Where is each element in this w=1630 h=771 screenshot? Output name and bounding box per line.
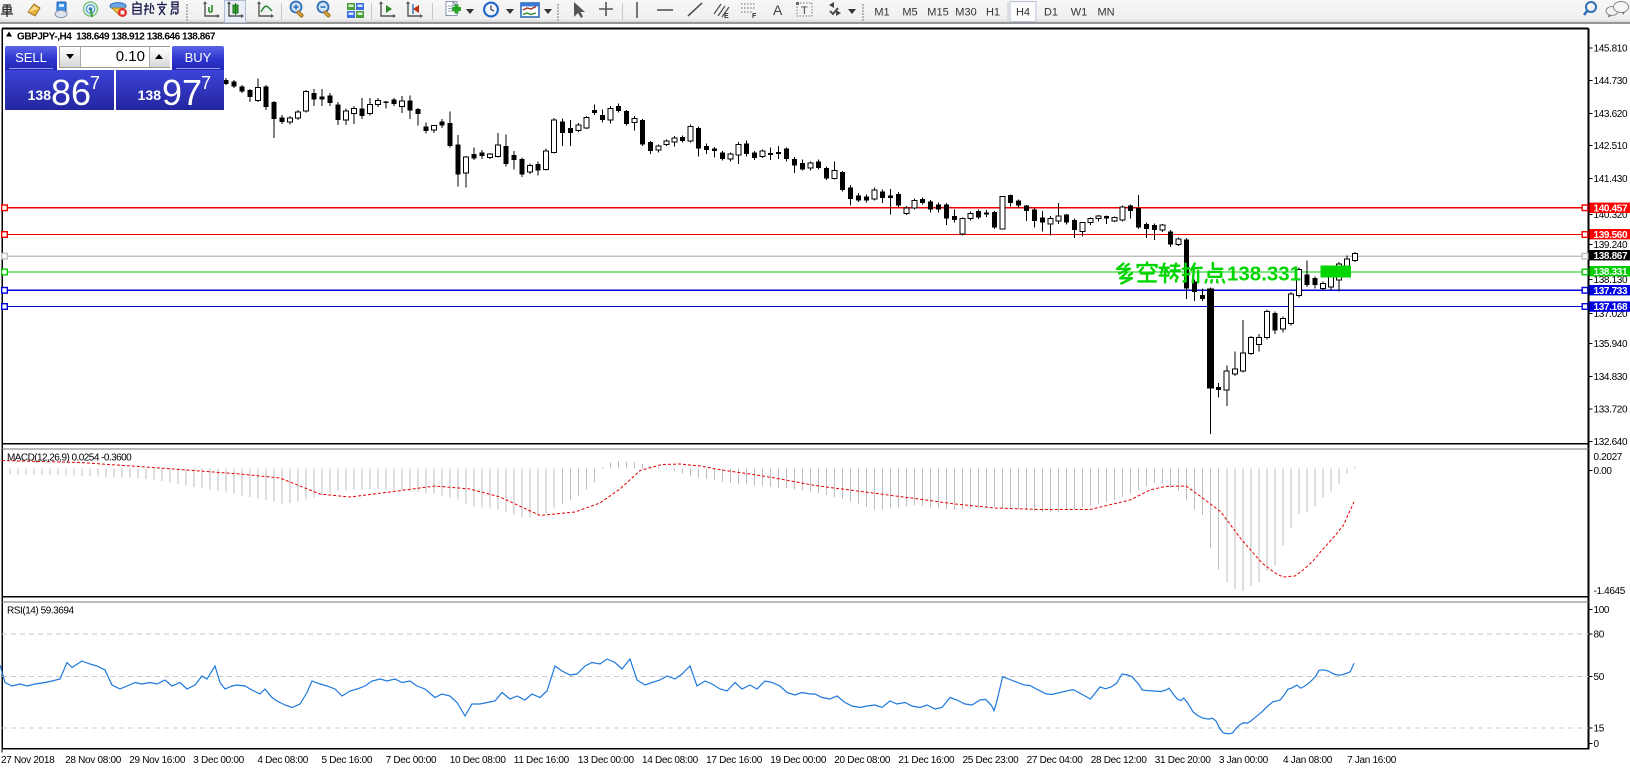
svg-text:M15: M15 <box>927 7 948 19</box>
svg-text:19 Dec 00:00: 19 Dec 00:00 <box>770 755 827 766</box>
svg-text:137.733: 137.733 <box>1594 286 1628 297</box>
svg-text:28 Nov 08:00: 28 Nov 08:00 <box>65 755 122 766</box>
svg-text:M1: M1 <box>874 7 889 19</box>
svg-text:15: 15 <box>1594 724 1605 735</box>
svg-text:H4: H4 <box>1016 7 1030 19</box>
svg-text:D1: D1 <box>1044 7 1058 19</box>
svg-text:21 Dec 16:00: 21 Dec 16:00 <box>898 755 955 766</box>
svg-text:10 Dec 08:00: 10 Dec 08:00 <box>450 755 507 766</box>
svg-text:138.130: 138.130 <box>1594 275 1628 286</box>
svg-text:27 Dec 04:00: 27 Dec 04:00 <box>1027 755 1084 766</box>
svg-text:31 Dec 20:00: 31 Dec 20:00 <box>1155 755 1212 766</box>
svg-text:139.240: 139.240 <box>1594 240 1628 251</box>
svg-text:27 Nov 2018: 27 Nov 2018 <box>1 755 55 766</box>
svg-text:137.168: 137.168 <box>1594 302 1628 313</box>
svg-text:132.640: 132.640 <box>1594 437 1628 448</box>
svg-text:20 Dec 08:00: 20 Dec 08:00 <box>834 755 891 766</box>
svg-text:29 Nov 16:00: 29 Nov 16:00 <box>129 755 186 766</box>
svg-text:GBPJPY-,H4 138.649 138.912 13: GBPJPY-,H4 138.649 138.912 138.646 138.8… <box>17 32 216 43</box>
svg-text:138.331: 138.331 <box>1227 263 1301 286</box>
svg-text:143.620: 143.620 <box>1594 109 1628 120</box>
svg-text:3 Jan 00:00: 3 Jan 00:00 <box>1219 755 1269 766</box>
svg-text:28 Dec 12:00: 28 Dec 12:00 <box>1091 755 1148 766</box>
svg-text:A: A <box>773 2 783 18</box>
svg-text:3 Dec 00:00: 3 Dec 00:00 <box>193 755 244 766</box>
svg-text:80: 80 <box>1594 630 1605 641</box>
svg-text:141.430: 141.430 <box>1594 174 1628 185</box>
svg-text:5 Dec 16:00: 5 Dec 16:00 <box>322 755 373 766</box>
svg-text:0.2027: 0.2027 <box>1594 452 1623 463</box>
svg-text:0.00: 0.00 <box>1594 466 1613 477</box>
svg-text:T: T <box>801 5 808 17</box>
svg-text:138.867: 138.867 <box>1594 251 1628 262</box>
svg-text:M30: M30 <box>955 7 976 19</box>
svg-text:140.320: 140.320 <box>1594 210 1628 221</box>
svg-text:139.560: 139.560 <box>1594 230 1628 241</box>
svg-text:142.510: 142.510 <box>1594 141 1628 152</box>
svg-text:13 Dec 00:00: 13 Dec 00:00 <box>578 755 635 766</box>
svg-text:144.730: 144.730 <box>1594 76 1628 87</box>
svg-text:M5: M5 <box>902 7 917 19</box>
svg-text:100: 100 <box>1594 605 1610 616</box>
svg-text:50: 50 <box>1594 672 1605 683</box>
svg-text:140.457: 140.457 <box>1594 203 1628 214</box>
svg-text:7 Dec 00:00: 7 Dec 00:00 <box>386 755 437 766</box>
svg-text:145.810: 145.810 <box>1594 43 1628 54</box>
svg-text:H1: H1 <box>986 7 1000 19</box>
svg-text:E: E <box>724 13 729 20</box>
svg-text:4 Jan 08:00: 4 Jan 08:00 <box>1283 755 1333 766</box>
svg-text:RSI(14) 59.3694: RSI(14) 59.3694 <box>7 606 75 617</box>
svg-text:17 Dec 16:00: 17 Dec 16:00 <box>706 755 763 766</box>
svg-text:MACD(12,26,9) 0.0254 -0.3600: MACD(12,26,9) 0.0254 -0.3600 <box>7 453 132 464</box>
svg-text:F: F <box>752 13 757 20</box>
svg-text:138.331: 138.331 <box>1594 267 1628 278</box>
svg-text:133.720: 133.720 <box>1594 405 1628 416</box>
svg-text:135.940: 135.940 <box>1594 339 1628 350</box>
svg-text:4 Dec 08:00: 4 Dec 08:00 <box>257 755 308 766</box>
svg-text:7 Jan 16:00: 7 Jan 16:00 <box>1347 755 1397 766</box>
svg-text:MN: MN <box>1097 7 1114 19</box>
svg-text:W1: W1 <box>1071 7 1088 19</box>
svg-text:134.830: 134.830 <box>1594 372 1628 383</box>
svg-text:11 Dec 16:00: 11 Dec 16:00 <box>514 755 570 766</box>
svg-text:14 Dec 08:00: 14 Dec 08:00 <box>642 755 699 766</box>
svg-text:0: 0 <box>1594 739 1600 750</box>
svg-text:25 Dec 23:00: 25 Dec 23:00 <box>963 755 1020 766</box>
svg-text:137.020: 137.020 <box>1594 309 1628 320</box>
svg-text:-1.4645: -1.4645 <box>1594 586 1626 597</box>
